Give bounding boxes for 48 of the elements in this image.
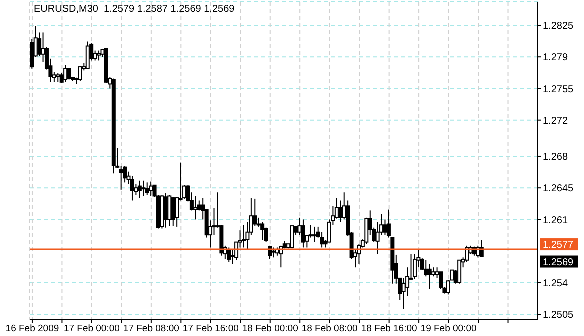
candlestick — [242, 224, 246, 248]
candlestick — [78, 66, 82, 82]
candlestick — [338, 200, 343, 223]
candlestick — [194, 196, 198, 220]
candlestick — [64, 64, 68, 83]
y-tick-label: 1.2825 — [543, 21, 574, 32]
candlestick — [428, 263, 432, 290]
y-tick-label: 1.268 — [543, 152, 568, 164]
candlestick — [432, 267, 436, 278]
chart-title: EURUSD,M30 1.2579 1.2587 1.2569 1.2569 — [34, 4, 235, 15]
x-tick-label: 18 Feb 00:00 — [242, 324, 298, 335]
y-tick-label: 1.2645 — [543, 184, 574, 195]
candlestick — [458, 260, 462, 284]
x-tick-label: 18 Feb 08:00 — [302, 324, 358, 335]
y-tick-label: 1.2505 — [543, 310, 574, 322]
candlestick — [97, 50, 102, 62]
candlestick — [480, 240, 484, 258]
candlestick — [272, 247, 276, 258]
candlestick — [439, 272, 443, 290]
x-tick-label: 16 Feb 2009 — [6, 324, 60, 335]
candlestick — [424, 260, 428, 278]
candlestick — [301, 219, 306, 248]
y-tick-label: 1.254 — [543, 278, 568, 290]
candlestick — [168, 194, 172, 227]
candlestick — [412, 254, 417, 280]
text: 1.2569 — [543, 257, 574, 268]
candlestick — [308, 224, 313, 238]
x-tick-label: 17 Feb 00:00 — [64, 324, 120, 335]
candlestick — [56, 72, 60, 83]
y-tick-label: 1.2755 — [543, 84, 574, 96]
y-tick-label: 1.272 — [543, 116, 568, 127]
candlestick — [260, 222, 265, 241]
candlestick — [312, 226, 317, 243]
x-tick-label: 19 Feb 00:00 — [420, 324, 477, 335]
candlestick — [130, 176, 134, 202]
candlestick — [86, 41, 90, 70]
x-tick-label: 18 Feb 16:00 — [361, 324, 418, 335]
y-tick-label: 1.279 — [543, 52, 568, 64]
x-tick-label: 17 Feb 08:00 — [123, 324, 180, 335]
candlestick — [145, 182, 150, 196]
x-tick-label: 17 Feb 16:00 — [182, 324, 239, 335]
candlestick — [383, 219, 388, 236]
ref-line-label: 1.2577 — [543, 240, 574, 252]
candlestick — [142, 180, 146, 197]
y-tick-label: 1.261 — [543, 215, 568, 226]
candlestick — [149, 181, 154, 197]
candlestick — [138, 180, 142, 199]
candlestick — [290, 226, 294, 250]
